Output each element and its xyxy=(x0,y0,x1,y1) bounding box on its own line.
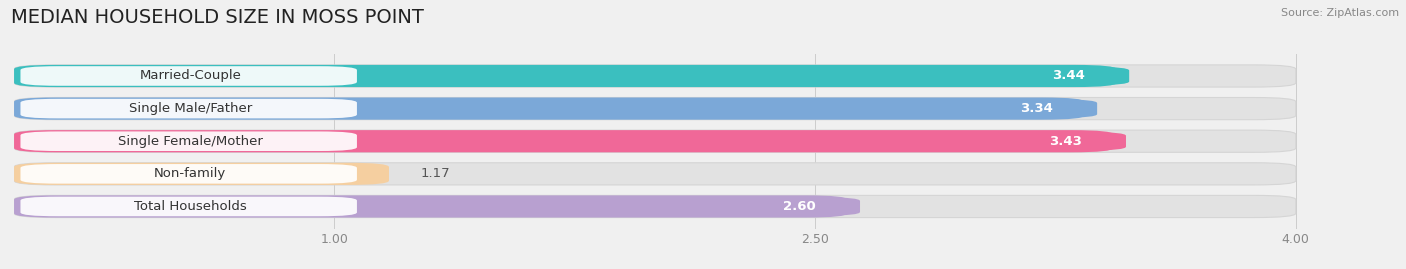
FancyBboxPatch shape xyxy=(21,66,357,86)
Text: 2.60: 2.60 xyxy=(783,200,815,213)
Text: Non-family: Non-family xyxy=(155,167,226,180)
FancyBboxPatch shape xyxy=(14,163,1296,185)
FancyBboxPatch shape xyxy=(14,97,1296,120)
Text: Total Households: Total Households xyxy=(134,200,246,213)
FancyBboxPatch shape xyxy=(14,97,1084,120)
FancyBboxPatch shape xyxy=(14,65,1116,87)
FancyBboxPatch shape xyxy=(14,130,1114,152)
FancyBboxPatch shape xyxy=(14,163,389,185)
Text: 3.34: 3.34 xyxy=(1019,102,1053,115)
FancyBboxPatch shape xyxy=(14,65,1296,87)
Text: Single Male/Father: Single Male/Father xyxy=(129,102,252,115)
FancyBboxPatch shape xyxy=(738,197,860,215)
FancyBboxPatch shape xyxy=(21,132,357,151)
FancyBboxPatch shape xyxy=(14,195,1296,218)
FancyBboxPatch shape xyxy=(21,164,357,184)
Text: 3.44: 3.44 xyxy=(1052,69,1085,83)
Text: Source: ZipAtlas.com: Source: ZipAtlas.com xyxy=(1281,8,1399,18)
Text: Married-Couple: Married-Couple xyxy=(139,69,242,83)
FancyBboxPatch shape xyxy=(21,99,357,118)
Text: 3.43: 3.43 xyxy=(1049,135,1081,148)
Text: MEDIAN HOUSEHOLD SIZE IN MOSS POINT: MEDIAN HOUSEHOLD SIZE IN MOSS POINT xyxy=(11,8,425,27)
FancyBboxPatch shape xyxy=(976,100,1097,118)
FancyBboxPatch shape xyxy=(14,130,1296,152)
Text: Single Female/Mother: Single Female/Mother xyxy=(118,135,263,148)
FancyBboxPatch shape xyxy=(21,197,357,216)
Text: 1.17: 1.17 xyxy=(420,167,451,180)
FancyBboxPatch shape xyxy=(1008,67,1129,85)
FancyBboxPatch shape xyxy=(1004,132,1126,150)
FancyBboxPatch shape xyxy=(14,195,848,218)
